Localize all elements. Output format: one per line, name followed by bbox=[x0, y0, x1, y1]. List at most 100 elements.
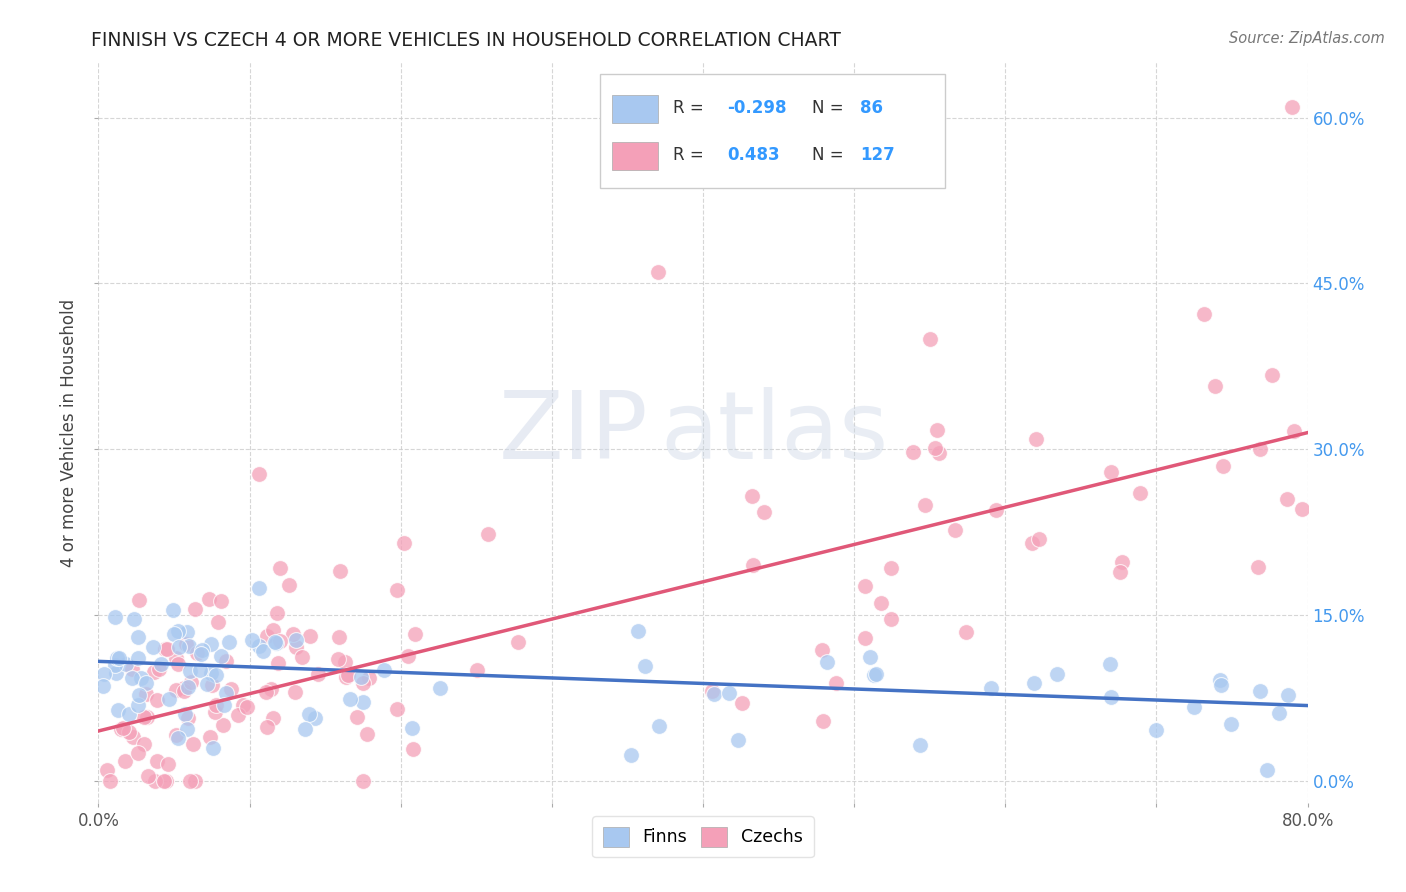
Point bbox=[191, 643, 214, 657]
Point bbox=[173, 684, 195, 698]
Point bbox=[180, 675, 202, 690]
Point bbox=[174, 637, 197, 651]
Point bbox=[1182, 700, 1205, 714]
Point bbox=[1212, 459, 1234, 474]
Point bbox=[156, 641, 179, 656]
Point bbox=[404, 627, 426, 641]
Point bbox=[1109, 565, 1132, 579]
Point bbox=[148, 662, 170, 676]
Point bbox=[127, 630, 149, 644]
Point bbox=[91, 680, 114, 694]
Point bbox=[134, 737, 156, 751]
Point bbox=[162, 603, 184, 617]
Point bbox=[869, 596, 891, 610]
Text: 0.483: 0.483 bbox=[727, 146, 780, 164]
Point bbox=[396, 648, 419, 663]
Point bbox=[925, 423, 948, 437]
Point bbox=[128, 688, 150, 702]
Point bbox=[352, 675, 374, 690]
Point bbox=[634, 659, 657, 673]
Point bbox=[880, 612, 903, 626]
Point bbox=[304, 710, 326, 724]
Text: 127: 127 bbox=[860, 146, 896, 164]
Point bbox=[156, 756, 179, 771]
Point bbox=[401, 721, 423, 735]
Point bbox=[955, 625, 977, 640]
Point bbox=[402, 741, 425, 756]
Point bbox=[294, 722, 316, 736]
Point bbox=[104, 666, 127, 681]
Point bbox=[752, 505, 775, 519]
Point bbox=[1192, 308, 1215, 322]
Point bbox=[219, 681, 242, 696]
Point bbox=[700, 683, 723, 698]
Point bbox=[173, 681, 195, 696]
Bar bbox=[613, 95, 658, 123]
Point bbox=[1022, 676, 1045, 690]
Point bbox=[165, 682, 187, 697]
Point bbox=[110, 722, 132, 736]
FancyBboxPatch shape bbox=[600, 73, 945, 188]
Point bbox=[1249, 442, 1271, 457]
Point bbox=[335, 656, 357, 670]
Point bbox=[647, 719, 669, 733]
Text: atlas: atlas bbox=[661, 386, 889, 479]
Point bbox=[924, 442, 946, 456]
Point bbox=[1129, 486, 1152, 500]
Point bbox=[1046, 667, 1069, 681]
Point bbox=[1261, 368, 1284, 382]
Point bbox=[356, 727, 378, 741]
Point bbox=[202, 741, 225, 756]
Point bbox=[93, 667, 115, 681]
Point bbox=[163, 627, 186, 641]
Point bbox=[186, 646, 208, 660]
Point bbox=[810, 642, 832, 657]
Point bbox=[190, 663, 212, 677]
Point bbox=[179, 773, 201, 788]
Point bbox=[858, 649, 880, 664]
Point bbox=[209, 648, 232, 663]
Point bbox=[1028, 532, 1050, 546]
Point bbox=[212, 718, 235, 732]
Point bbox=[352, 773, 374, 788]
Point bbox=[284, 685, 307, 699]
Point bbox=[200, 665, 222, 680]
Point bbox=[620, 748, 643, 763]
Point bbox=[190, 647, 212, 661]
Point bbox=[385, 582, 408, 597]
Point bbox=[1281, 100, 1303, 114]
Point bbox=[385, 701, 408, 715]
Point bbox=[96, 763, 118, 777]
Point bbox=[114, 754, 136, 768]
Point bbox=[278, 578, 301, 592]
Point bbox=[215, 654, 238, 668]
Point bbox=[741, 489, 763, 503]
Point bbox=[128, 593, 150, 607]
Point bbox=[262, 623, 284, 637]
Point bbox=[252, 644, 274, 658]
Point bbox=[815, 656, 838, 670]
Point bbox=[1282, 424, 1305, 438]
Point bbox=[247, 639, 270, 653]
Point bbox=[1277, 491, 1299, 506]
Point bbox=[142, 640, 165, 654]
Point bbox=[177, 711, 200, 725]
Point bbox=[865, 666, 887, 681]
Point bbox=[204, 668, 226, 682]
Point bbox=[121, 662, 143, 676]
Point bbox=[359, 671, 381, 685]
Point bbox=[107, 651, 129, 665]
Point bbox=[254, 684, 277, 698]
Point bbox=[1111, 555, 1133, 569]
Point bbox=[269, 561, 291, 575]
Point bbox=[1247, 559, 1270, 574]
Point bbox=[166, 657, 188, 672]
Point bbox=[167, 624, 190, 638]
Point bbox=[266, 636, 288, 650]
Point bbox=[165, 728, 187, 742]
Point bbox=[179, 664, 201, 678]
Point bbox=[284, 640, 307, 654]
Point bbox=[104, 609, 127, 624]
Point bbox=[176, 722, 198, 736]
Point bbox=[207, 615, 229, 629]
